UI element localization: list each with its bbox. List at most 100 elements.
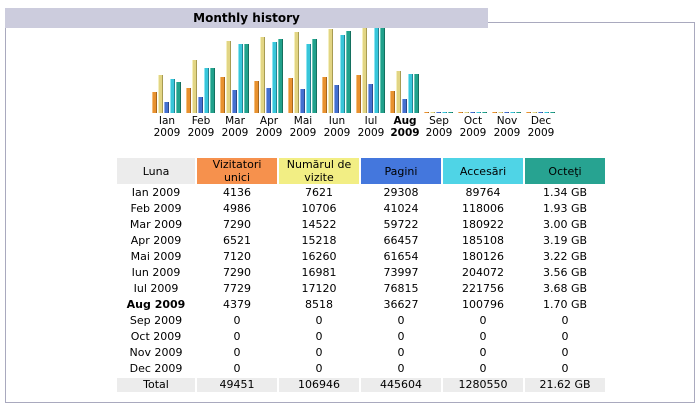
chart-month-group [490, 28, 524, 113]
month-label: Sep 2009 [425, 115, 453, 139]
chart-month-group [184, 28, 218, 113]
chart-bar [526, 112, 531, 113]
chart-bar [464, 112, 469, 113]
chart-bar [504, 112, 509, 113]
chart-month-group [150, 28, 184, 113]
table-cell: 180126 [462, 250, 504, 263]
chart-bar [510, 112, 515, 113]
chart-bar [260, 37, 265, 113]
chart-bar [396, 71, 401, 113]
table-cell: 3.00 GB [542, 218, 588, 231]
chart-bar [288, 78, 293, 113]
month-cell: Oct 2009 [130, 330, 182, 343]
chart-bar [498, 112, 503, 113]
table-header-cell: Luna [117, 158, 195, 184]
chart-bar [532, 112, 537, 113]
table-row: Aug 2009 4379 8518 36627 100796 1.70 GB [117, 298, 605, 312]
chart-bar [254, 81, 259, 113]
chart-month-axis: Ian 2009 Feb 2009 Mar 2009 Apr 2009 Mai 2009 Iun 20… [150, 115, 558, 139]
table-header-cell: Numărul de vizite [279, 158, 359, 184]
chart-bar [482, 112, 487, 113]
table-cell: 0 [479, 330, 487, 343]
total-cell: 21.62 GB [525, 378, 605, 392]
table-cell: 0 [561, 362, 569, 375]
chart-bar [380, 28, 385, 113]
total-label-cell: Total [117, 378, 195, 392]
table-cell: 3.19 GB [542, 234, 588, 247]
month-cell: Sep 2009 [129, 314, 183, 327]
table-cell: 89764 [465, 186, 501, 199]
table-cell: 6521 [223, 234, 251, 247]
month-label: Mai 2009 [289, 115, 317, 139]
chart-month-group [422, 28, 456, 113]
month-label: Mar 2009 [221, 115, 249, 139]
chart-month-group [218, 28, 252, 113]
month-label: Iun 2009 [323, 115, 351, 139]
month-cell: Feb 2009 [130, 202, 182, 215]
table-cell: 0 [397, 362, 405, 375]
table-cell: 76815 [383, 282, 419, 295]
chart-bar [306, 44, 311, 113]
chart-bar [232, 90, 237, 113]
chart-bar [176, 82, 181, 113]
table-cell: 3.68 GB [542, 282, 588, 295]
table-header-cell: Octeţi [525, 158, 605, 184]
table-row: Iul 2009 7729 17120 76815 221756 3.68 GB [117, 282, 605, 296]
chart-bar [192, 60, 197, 113]
table-cell: 4986 [223, 202, 251, 215]
table-row: Dec 2009 0 0 0 0 0 [117, 362, 605, 376]
table-cell: 61654 [383, 250, 419, 263]
chart-bar [458, 112, 463, 113]
chart-month-group [286, 28, 320, 113]
table-cell: 36627 [383, 298, 419, 311]
chart-bar [424, 112, 429, 113]
section-title-bar: Monthly history [5, 8, 488, 28]
table-row: Sep 2009 0 0 0 0 0 [117, 314, 605, 328]
table-cell: 3.56 GB [542, 266, 588, 279]
table-cell: 7290 [223, 266, 251, 279]
table-cell: 0 [479, 346, 487, 359]
month-label: Oct 2009 [459, 115, 487, 139]
chart-bar [244, 44, 249, 113]
chart-month-group [388, 28, 422, 113]
month-label: Ian 2009 [153, 115, 181, 139]
month-label: Apr 2009 [255, 115, 283, 139]
chart-bar [170, 79, 175, 113]
chart-month-group [354, 28, 388, 113]
chart-bar [266, 88, 271, 113]
chart-bar [408, 74, 413, 113]
chart-bar [402, 99, 407, 113]
chart-bar [312, 39, 317, 113]
table-row: Iun 2009 7290 16981 73997 204072 3.56 GB [117, 266, 605, 280]
total-row: Total 49451 106946 445604 1280550 21.62 GB [117, 378, 605, 392]
table-cell: 3.22 GB [542, 250, 588, 263]
chart-bar [368, 84, 373, 113]
table-cell: 29308 [383, 186, 419, 199]
chart-bar [186, 88, 191, 113]
table-cell: 204072 [462, 266, 504, 279]
chart-bar [334, 85, 339, 113]
month-cell: Aug 2009 [126, 298, 186, 311]
table-cell: 0 [561, 314, 569, 327]
table-cell: 221756 [462, 282, 504, 295]
chart-bar [476, 112, 481, 113]
chart-bar [158, 75, 163, 113]
table-cell: 0 [397, 330, 405, 343]
chart-bar [442, 112, 447, 113]
table-cell: 7621 [305, 186, 333, 199]
month-label: Dec 2009 [527, 115, 555, 139]
table-cell: 0 [561, 330, 569, 343]
monthly-history-table: Luna Vizitatori unici Numărul de vizite Pag… [115, 156, 607, 394]
table-cell: 14522 [301, 218, 337, 231]
chart-bar [152, 92, 157, 113]
table-cell: 1.93 GB [542, 202, 588, 215]
month-cell: Dec 2009 [129, 362, 183, 375]
chart-bar [322, 77, 327, 113]
table-cell: 0 [233, 362, 241, 375]
chart-bar [538, 112, 543, 113]
table-cell: 7290 [223, 218, 251, 231]
month-cell: Ian 2009 [131, 186, 181, 199]
chart-bar [278, 39, 283, 113]
table-cell: 16981 [301, 266, 337, 279]
table-cell: 73997 [383, 266, 419, 279]
